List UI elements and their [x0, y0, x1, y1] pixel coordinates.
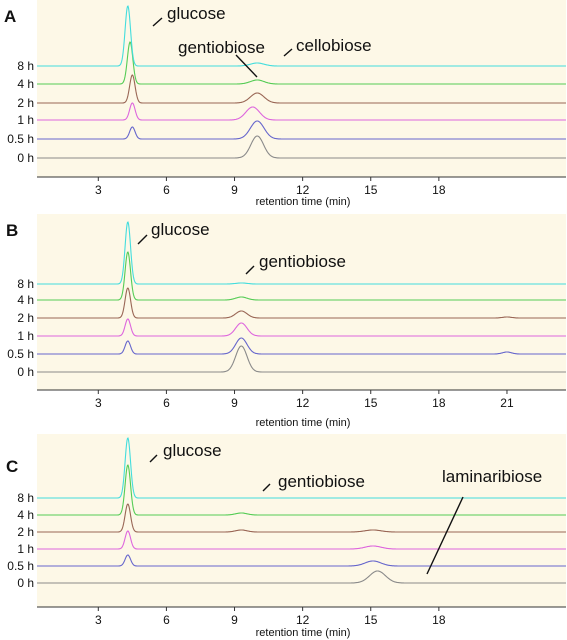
annotation-laminaribiose: laminaribiose — [442, 467, 542, 486]
annotation-leader — [245, 265, 255, 275]
row-label: 8 h — [17, 277, 34, 291]
trace-0h — [37, 345, 566, 373]
trace-4h — [37, 41, 566, 85]
trace-2h — [37, 74, 566, 104]
trace-05h — [37, 554, 566, 567]
x-tick-label: 18 — [432, 396, 446, 410]
x-tick-label: 3 — [95, 613, 102, 627]
row-label: 1 h — [17, 542, 34, 556]
row-label: 8 h — [17, 59, 34, 73]
annotation-leader — [137, 234, 148, 245]
row-label: 0 h — [17, 576, 34, 590]
x-tick-label: 3 — [95, 183, 102, 197]
annotation-gentiobiose: gentiobiose — [278, 472, 365, 491]
row-label: 0 h — [17, 365, 34, 379]
x-axis-label: retention time (min) — [256, 196, 351, 208]
row-label: 2 h — [17, 311, 34, 325]
trace-2h — [37, 287, 566, 319]
trace-4h — [37, 251, 566, 301]
trace-0h — [37, 135, 566, 159]
annotation-leader — [235, 54, 258, 78]
row-label: 4 h — [17, 77, 34, 91]
x-axis-label: retention time (min) — [256, 627, 351, 639]
x-tick-label: 15 — [364, 183, 378, 197]
x-tick-label: 12 — [296, 613, 310, 627]
plot-area — [37, 0, 566, 177]
trace-8h — [37, 437, 566, 499]
annotation-gentiobiose: gentiobiose — [178, 38, 265, 57]
panel-letter: C — [6, 457, 18, 476]
trace-1h — [37, 318, 566, 337]
annotation-leader — [152, 17, 163, 27]
row-label: 4 h — [17, 293, 34, 307]
row-label: 0 h — [17, 151, 34, 165]
trace-1h — [37, 102, 566, 121]
annotation-gentiobiose: gentiobiose — [259, 252, 346, 271]
panel-a: 0 h 0.5 h 1 h 2 h 4 h 8 h 3 6 9 12 15 18 retention t… — [4, 0, 566, 208]
x-tick-label: 12 — [296, 183, 310, 197]
row-label: 1 h — [17, 113, 34, 127]
x-tick-label: 18 — [432, 613, 446, 627]
x-tick-label: 18 — [432, 183, 446, 197]
row-label: 0.5 h — [7, 132, 34, 146]
panel-b: 0 h 0.5 h 1 h 2 h 4 h 8 h 3 6 9 12 15 18 21 retention… — [6, 214, 566, 429]
annotation-leader — [262, 483, 271, 492]
trace-8h — [37, 5, 566, 67]
panel-c: 0 h 0.5 h 1 h 2 h 4 h 8 h 3 6 9 12 15 18 retention t… — [6, 434, 566, 639]
annotation-cellobiose: cellobiose — [296, 36, 372, 55]
x-tick-label: 9 — [231, 613, 238, 627]
row-label: 2 h — [17, 525, 34, 539]
row-label: 2 h — [17, 96, 34, 110]
plot-area — [37, 434, 566, 607]
trace-05h — [37, 337, 566, 355]
trace-4h — [37, 464, 566, 516]
annotation-leader — [149, 454, 158, 463]
row-label: 8 h — [17, 491, 34, 505]
x-tick-label: 15 — [364, 613, 378, 627]
annotation-leader — [426, 496, 464, 575]
x-tick-label: 15 — [364, 396, 378, 410]
row-label: 1 h — [17, 329, 34, 343]
row-label: 0.5 h — [7, 347, 34, 361]
plot-area — [37, 214, 566, 390]
x-axis-label: retention time (min) — [256, 417, 351, 429]
trace-05h — [37, 120, 566, 140]
annotation-glucose: glucose — [151, 220, 210, 239]
panel-letter: B — [6, 221, 18, 240]
annotation-glucose: glucose — [167, 4, 226, 23]
trace-2h — [37, 503, 566, 533]
panel-letter: A — [4, 7, 16, 26]
x-tick-label: 9 — [231, 183, 238, 197]
x-tick-label: 6 — [163, 613, 170, 627]
x-tick-label: 9 — [231, 396, 238, 410]
row-label: 0.5 h — [7, 559, 34, 573]
trace-8h — [37, 221, 566, 285]
annotation-leader — [283, 48, 293, 57]
x-tick-label: 21 — [500, 396, 514, 410]
row-label: 4 h — [17, 508, 34, 522]
trace-0h — [37, 570, 566, 584]
trace-1h — [37, 530, 566, 550]
x-tick-label: 12 — [296, 396, 310, 410]
annotation-glucose: glucose — [163, 441, 222, 460]
x-tick-label: 3 — [95, 396, 102, 410]
x-tick-label: 6 — [163, 183, 170, 197]
x-tick-label: 6 — [163, 396, 170, 410]
